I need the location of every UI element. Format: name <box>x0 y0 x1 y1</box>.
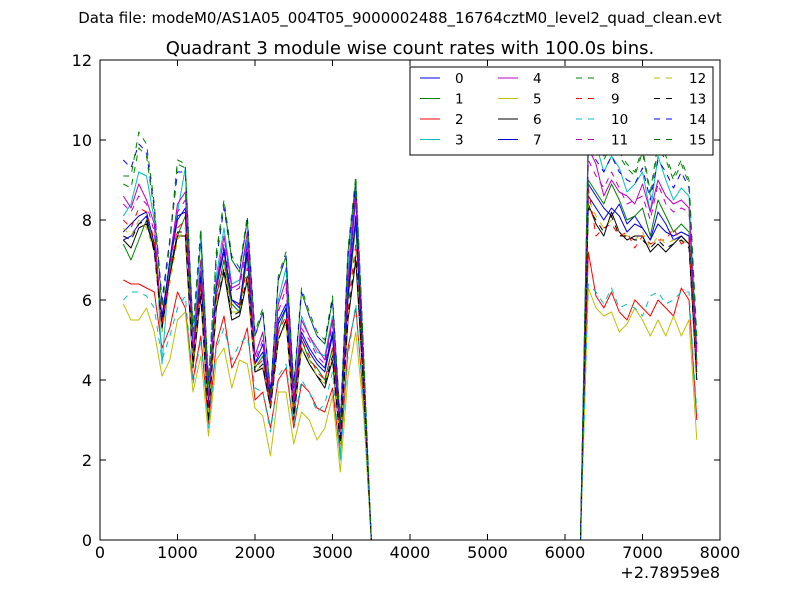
series-line-11 <box>122 159 698 540</box>
series-line-1 <box>122 179 698 540</box>
x-tick-label: 0 <box>95 543 105 562</box>
x-tick-label: 8000 <box>700 543 741 562</box>
y-tick-label: 6 <box>82 291 92 310</box>
series-line-5 <box>122 287 698 540</box>
series-line-3 <box>122 127 698 540</box>
legend-label-4: 4 <box>533 71 542 87</box>
legend-label-15: 15 <box>689 133 706 149</box>
series-line-2 <box>123 251 698 540</box>
legend-label-0: 0 <box>455 71 464 87</box>
legend-label-5: 5 <box>533 92 542 108</box>
y-tick-label: 10 <box>72 131 92 150</box>
y-tick-label: 8 <box>82 211 92 230</box>
legend-label-1: 1 <box>455 92 464 108</box>
x-offset-label: +2.78959e8 <box>620 563 720 582</box>
series-line-10 <box>122 283 698 540</box>
legend-label-3: 3 <box>455 133 464 149</box>
legend-label-7: 7 <box>533 133 542 149</box>
x-tick-label: 2000 <box>235 543 276 562</box>
series-line-7 <box>122 195 698 540</box>
x-tick-label: 6000 <box>545 543 586 562</box>
series-line-4 <box>122 147 698 540</box>
x-tick-label: 3000 <box>312 543 353 562</box>
series-line-8 <box>123 131 698 540</box>
legend-label-6: 6 <box>533 112 542 128</box>
y-tick-label: 12 <box>72 51 92 70</box>
y-tick-label: 2 <box>82 451 92 470</box>
series-line-0 <box>123 183 698 540</box>
legend-label-13: 13 <box>689 92 706 108</box>
y-tick-label: 4 <box>82 371 92 390</box>
chart-title: Quadrant 3 module wise count rates with … <box>166 38 655 59</box>
series-line-9 <box>122 187 698 540</box>
legend-label-11: 11 <box>611 133 628 149</box>
axis-ticks: 0 1000 2000 3000 4000 5000 6000 7000 80000246810… <box>72 51 741 562</box>
legend-box <box>409 66 714 156</box>
x-tick-label: 5000 <box>467 543 508 562</box>
series-line-13 <box>123 207 698 540</box>
legend-label-14: 14 <box>689 112 706 128</box>
series-line-14 <box>122 143 698 540</box>
y-tick-label: 0 <box>82 531 92 550</box>
data-file-header: Data file: modeM0/AS1A05_004T05_90000024… <box>78 9 722 28</box>
legend-label-9: 9 <box>611 92 620 108</box>
series-line-15 <box>123 139 698 540</box>
legend-label-2: 2 <box>455 112 464 128</box>
legend-label-12: 12 <box>689 71 706 87</box>
series-layer <box>122 127 698 540</box>
legend-label-10: 10 <box>611 112 628 128</box>
legend-label-8: 8 <box>611 71 620 87</box>
x-tick-label: 7000 <box>622 543 663 562</box>
x-tick-label: 1000 <box>157 543 198 562</box>
series-line-12 <box>122 199 698 540</box>
x-tick-label: 4000 <box>390 543 431 562</box>
